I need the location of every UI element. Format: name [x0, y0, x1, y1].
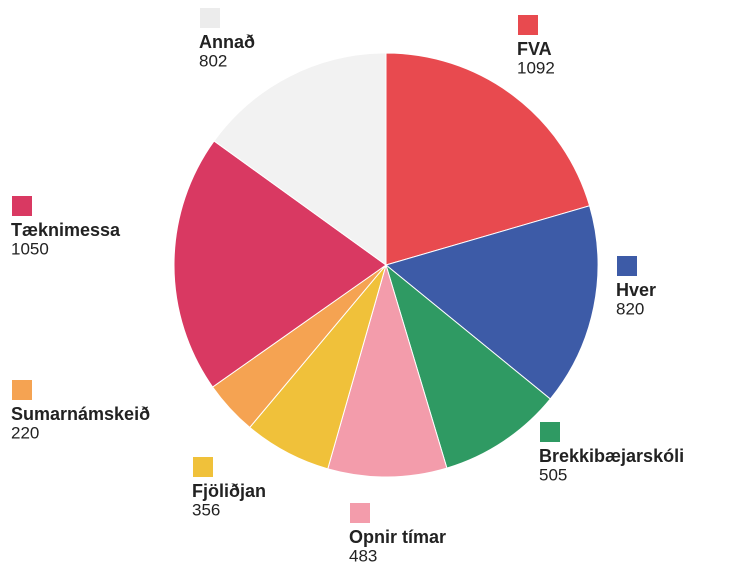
slice-value: 220 [11, 423, 39, 442]
slice-value: 802 [199, 51, 227, 70]
slice-label: Fjöliðjan [192, 481, 266, 501]
slice-value: 1092 [517, 58, 555, 77]
slice-value: 505 [539, 465, 567, 484]
legend-swatch [193, 457, 213, 477]
legend-swatch [617, 256, 637, 276]
slice-value: 1050 [11, 239, 49, 258]
legend-swatch [518, 15, 538, 35]
slice-label: Tæknimessa [11, 220, 121, 240]
pie-slice [213, 52, 387, 266]
slice-label: Sumarnámskeið [11, 404, 150, 424]
slice-label: FVA [517, 39, 552, 59]
pie-slice [327, 263, 448, 478]
slice-label: Brekkibæjarskóli [539, 446, 684, 466]
legend-swatch [12, 380, 32, 400]
legend-swatch [200, 8, 220, 28]
slice-label: Hver [616, 280, 656, 300]
legend-swatch [540, 422, 560, 442]
pie-slice [173, 140, 387, 388]
slice-value: 820 [616, 299, 644, 318]
slice-value: 356 [192, 500, 220, 519]
slice-label: Annað [199, 32, 255, 52]
pie-slice [385, 263, 552, 469]
legend-swatch [12, 196, 32, 216]
legend-swatch [350, 503, 370, 523]
pie-slice [384, 205, 599, 400]
slice-label: Opnir tímar [349, 527, 446, 547]
pie-slice [385, 52, 591, 266]
slice-value: 483 [349, 546, 377, 565]
